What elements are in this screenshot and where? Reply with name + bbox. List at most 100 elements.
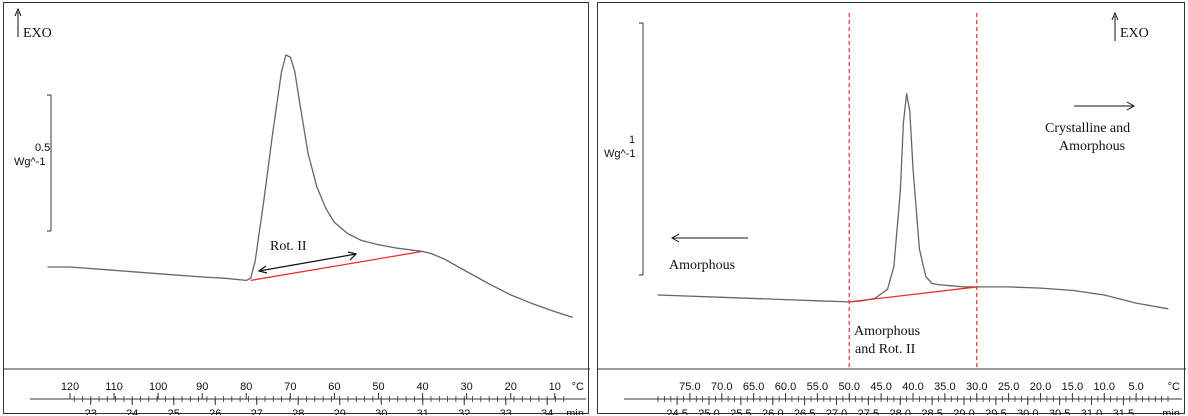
data-point: [571, 316, 574, 318]
data-point: [294, 71, 296, 73]
temp-tick-label: 65.0: [743, 381, 764, 393]
amorphous-arrowhead-icon: [670, 233, 680, 243]
temp-tick-label: 15.0: [1062, 381, 1083, 393]
data-point: [254, 260, 256, 262]
data-point: [1071, 289, 1073, 291]
dsc-curve-0: [48, 54, 573, 318]
time-tick-label: 25.5: [730, 408, 751, 415]
time-tick-label: 26: [209, 408, 221, 415]
temp-tick-label: 120: [61, 381, 79, 393]
data-point: [289, 56, 291, 58]
temp-tick-label: 75.0: [679, 381, 700, 393]
temp-tick-label: 60.0: [775, 381, 796, 393]
time-unit-label: min: [1162, 408, 1180, 415]
temp-unit-label: °C: [1168, 381, 1180, 393]
temp-tick-label: 25.0: [998, 381, 1019, 393]
data-point: [466, 270, 468, 273]
data-point: [47, 266, 49, 268]
middle-label-line-1: Amorphous: [854, 324, 920, 339]
temp-tick-label: 20.0: [1030, 381, 1051, 393]
data-point: [912, 167, 914, 170]
time-unit-label: min: [566, 408, 584, 415]
temp-tick-label: 10.0: [1094, 381, 1115, 393]
data-point: [893, 265, 895, 267]
temp-tick-label: 35.0: [934, 381, 955, 393]
data-point: [950, 285, 952, 287]
data-point: [721, 296, 723, 298]
left-plot-area: [47, 54, 574, 318]
data-point: [510, 294, 512, 296]
integration-baseline: [849, 286, 977, 303]
time-tick-label: 34: [541, 408, 553, 415]
time-tick-label: 30.5: [1049, 408, 1070, 415]
data-point: [931, 282, 933, 285]
time-tick-label: 26.0: [762, 408, 783, 415]
right-dsc-panel: EXO 1 Wg^-1 Amorphous Crystalline and Am…: [597, 2, 1186, 415]
temp-tick-label: 40.0: [902, 381, 923, 393]
data-point: [69, 266, 71, 268]
time-tick-label: 23: [85, 408, 97, 415]
middle-label-line-2: and Rot. II: [855, 342, 916, 357]
crystalline-arrowhead-icon: [1126, 101, 1136, 111]
scale-bar-unit: Wg^-1: [14, 156, 45, 168]
data-point: [280, 71, 283, 73]
rot-ii-range-arrow: [258, 253, 357, 272]
time-tick-label: 30.0: [1017, 408, 1038, 415]
temp-tick-label: 80: [240, 381, 252, 393]
data-point: [1135, 302, 1137, 304]
data-point: [377, 244, 380, 246]
time-tick-label: 28: [292, 408, 304, 415]
temp-tick-label: 40: [416, 381, 428, 393]
data-point: [298, 99, 300, 101]
data-point: [307, 152, 309, 154]
right-plot-area: [657, 13, 1169, 369]
temp-tick-label: 55.0: [807, 381, 828, 393]
time-tick-label: 27: [251, 408, 263, 415]
exo-label: EXO: [1120, 26, 1149, 41]
temp-tick-label: 70: [284, 381, 296, 393]
data-point: [360, 239, 362, 241]
time-tick-label: 27.5: [858, 408, 879, 415]
time-tick-label: 25.0: [698, 408, 719, 415]
rot-ii-label: Rot. II: [270, 239, 307, 254]
crystalline-label-line-1: Crystalline and: [1045, 121, 1130, 136]
exo-label: EXO: [23, 26, 52, 41]
data-point: [223, 277, 225, 279]
temp-tick-label: 10: [549, 381, 561, 393]
temp-unit-label: °C: [572, 381, 584, 393]
right-dsc-chart: EXO 1 Wg^-1 Amorphous Crystalline and Am…: [598, 11, 1186, 415]
data-point: [245, 279, 247, 281]
data-point: [963, 286, 965, 288]
data-point: [918, 248, 920, 250]
rot-ii-arrowhead-left-icon: [257, 265, 268, 274]
scale-bar-unit: Wg^-1: [604, 148, 635, 160]
right-axis-group: 75.0 70.0 65.0 60.0 55.0 50.0 45.0 40.0 35.0 30.0…: [624, 381, 1182, 415]
time-tick-label: 31: [417, 408, 429, 415]
time-tick-label: 24.5: [666, 408, 687, 415]
data-point: [333, 221, 335, 223]
time-tick-label: 32: [458, 408, 470, 415]
temp-tick-label: 100: [149, 381, 167, 393]
data-point: [250, 277, 252, 279]
integration-baseline: [250, 250, 423, 282]
amorphous-label: Amorphous: [669, 258, 735, 273]
data-point: [430, 253, 432, 255]
temp-tick-label: 110: [105, 381, 123, 393]
data-point: [157, 273, 159, 275]
data-point: [532, 303, 534, 305]
data-point: [201, 276, 203, 278]
data-point: [113, 269, 115, 271]
data-point: [347, 232, 349, 235]
data-point: [1008, 286, 1010, 288]
data-point: [272, 132, 274, 134]
temp-tick-label: 45.0: [870, 381, 891, 393]
time-tick-label: 28.5: [921, 408, 942, 415]
time-tick-label: 31.5: [1113, 408, 1134, 415]
data-point: [925, 276, 927, 278]
temp-tick-label: 60: [328, 381, 340, 393]
exo-arrowhead-icon: [14, 7, 22, 17]
time-tick-label: 29.5: [985, 408, 1006, 415]
temp-tick-label: 30.0: [966, 381, 987, 393]
time-tick-label: 30: [375, 408, 387, 415]
left-dsc-chart: EXO 0.5 Wg^-1 Rot. II 120 110 100 90 80 70 60 5…: [4, 7, 590, 415]
